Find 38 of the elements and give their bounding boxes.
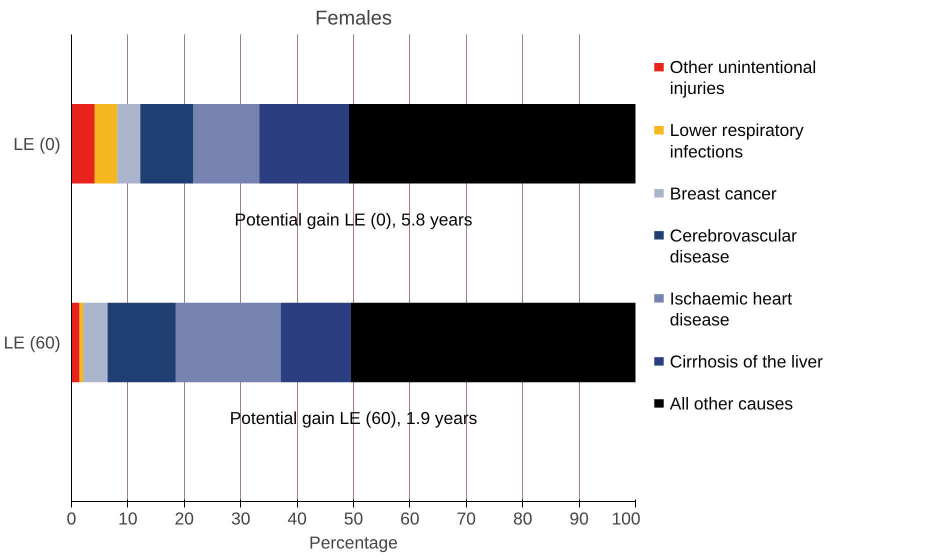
legend-label: Cirrhosis of the liver (670, 351, 824, 372)
annotation: Potential gain LE (60), 1.9 years (230, 408, 478, 428)
x-axis-title: Percentage (309, 532, 398, 552)
bar (350, 302, 636, 382)
legend-label: Other unintentional injuries (670, 57, 816, 98)
bar (83, 302, 108, 382)
x-tick-label: 70 (456, 508, 476, 528)
bar (108, 302, 176, 382)
chart-title: Females (315, 8, 392, 30)
bar (176, 302, 281, 382)
x-tick-label: 10 (118, 508, 138, 528)
x-tick-label: 100 (612, 508, 641, 528)
x-tick-label: 90 (569, 508, 589, 528)
bar (117, 104, 140, 184)
legend-label: Cerebrovascular disease (670, 225, 798, 266)
y-tick-label: LE (0) (13, 134, 60, 154)
x-tick-label: 50 (344, 508, 364, 528)
x-tick-label: 60 (400, 508, 420, 528)
bar (79, 302, 84, 382)
bar (348, 104, 636, 184)
x-tick-label: 0 (66, 508, 76, 528)
x-tick-label: 20 (174, 508, 194, 528)
legend-label: Ischaemic heart disease (670, 288, 792, 330)
annotation: Potential gain LE (0), 5.8 years (234, 209, 473, 230)
bar (94, 104, 118, 184)
bar (140, 104, 194, 184)
legend-label: Lower respiratory infections (670, 120, 804, 162)
legend-label: Breast cancer (670, 183, 777, 204)
legend-label: All other causes (670, 393, 794, 414)
bar (280, 302, 351, 382)
x-tick-label: 80 (513, 508, 532, 528)
bar (72, 302, 80, 382)
y-tick-label: LE (60) (4, 332, 61, 353)
bar (259, 104, 349, 184)
x-tick-label: 30 (231, 508, 250, 528)
bar (72, 104, 95, 184)
bar (193, 104, 260, 184)
x-tick-label: 40 (287, 508, 307, 528)
